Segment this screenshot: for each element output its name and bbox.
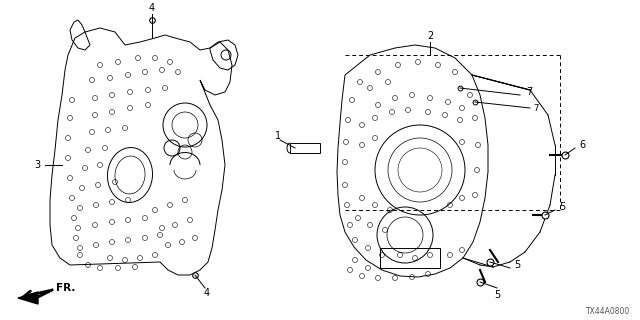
Text: 7: 7: [526, 87, 532, 97]
Text: 6: 6: [579, 140, 585, 150]
Text: 5: 5: [559, 202, 565, 212]
Text: 5: 5: [514, 260, 520, 270]
Text: 4: 4: [204, 288, 210, 298]
Polygon shape: [18, 292, 38, 304]
Text: 7: 7: [533, 103, 538, 113]
Text: 2: 2: [427, 31, 433, 41]
Text: TX44A0800: TX44A0800: [586, 308, 630, 316]
Text: 1: 1: [275, 131, 281, 141]
Text: 3: 3: [34, 160, 40, 170]
Text: 5: 5: [494, 290, 500, 300]
Text: FR.: FR.: [56, 283, 76, 293]
Text: 4: 4: [149, 3, 155, 13]
